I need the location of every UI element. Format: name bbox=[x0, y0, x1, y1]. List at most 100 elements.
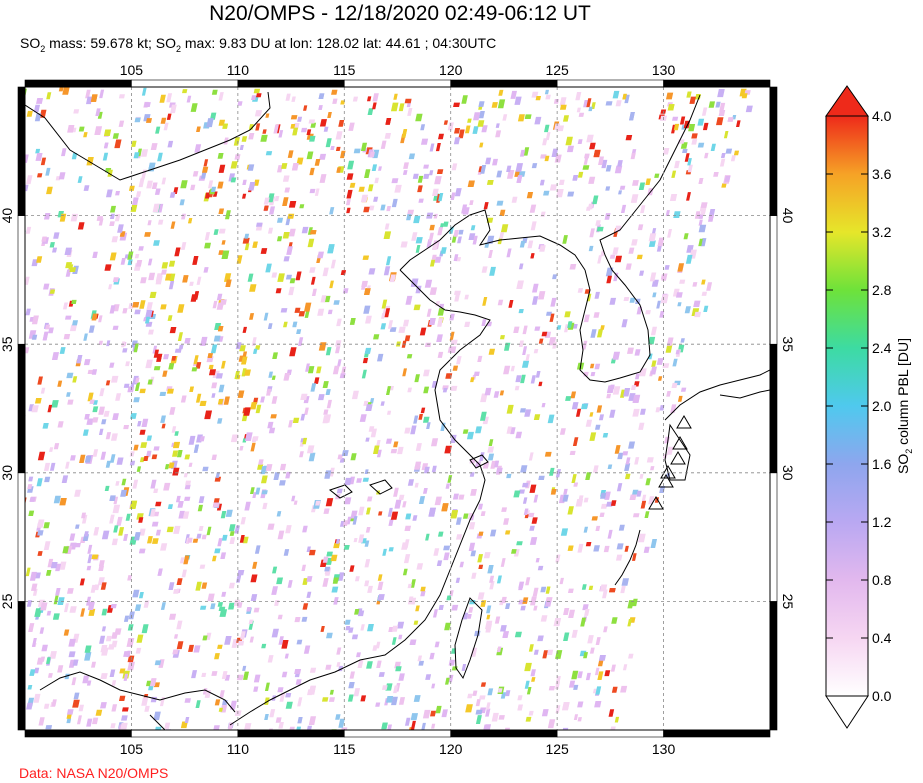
so2-pixel bbox=[366, 96, 372, 102]
so2-pixel bbox=[472, 690, 478, 696]
so2-pixel bbox=[112, 325, 119, 330]
so2-pixel bbox=[698, 213, 704, 219]
so2-pixel bbox=[249, 487, 255, 494]
so2-pixel bbox=[459, 561, 465, 568]
so2-pixel bbox=[191, 670, 198, 679]
lon-tick-label: 125 bbox=[545, 741, 569, 757]
so2-pixel bbox=[264, 682, 270, 691]
so2-pixel bbox=[349, 318, 356, 325]
so2-pixel bbox=[643, 546, 650, 553]
frame-segment bbox=[24, 729, 132, 738]
so2-pixel bbox=[373, 334, 380, 340]
so2-pixel bbox=[551, 148, 559, 158]
so2-pixel bbox=[101, 608, 108, 616]
so2-pixel bbox=[487, 565, 494, 574]
so2-pixel bbox=[589, 142, 596, 150]
so2-pixel bbox=[211, 382, 218, 389]
so2-pixel bbox=[221, 240, 226, 245]
so2-pixel bbox=[76, 715, 82, 725]
so2-pixel bbox=[321, 697, 329, 702]
so2-pixel bbox=[45, 725, 53, 730]
so2-pixel bbox=[66, 392, 71, 397]
so2-pixel bbox=[28, 623, 35, 632]
so2-pixel bbox=[423, 466, 430, 474]
so2-pixel bbox=[151, 521, 159, 527]
so2-pixel bbox=[306, 576, 313, 582]
so2-pixel bbox=[606, 385, 615, 393]
so2-pixel bbox=[538, 381, 543, 387]
so2-pixel bbox=[138, 178, 145, 188]
so2-pixel bbox=[595, 637, 601, 645]
so2-pixel bbox=[155, 501, 162, 507]
so2-pixel bbox=[622, 93, 627, 100]
so2-pixel bbox=[431, 723, 436, 729]
so2-pixel bbox=[425, 533, 430, 541]
so2-pixel bbox=[42, 331, 49, 341]
so2-pixel bbox=[69, 324, 77, 332]
so2-pixel bbox=[597, 659, 604, 667]
so2-pixel bbox=[188, 218, 193, 224]
so2-pixel bbox=[268, 371, 274, 378]
so2-pixel bbox=[375, 702, 381, 707]
so2-pixel bbox=[436, 169, 444, 175]
so2-pixel bbox=[420, 124, 426, 131]
so2-pixel bbox=[344, 619, 351, 625]
so2-pixel bbox=[680, 142, 688, 149]
so2-pixel bbox=[451, 235, 457, 243]
so2-pixel bbox=[360, 695, 367, 702]
so2-pixel bbox=[591, 516, 598, 521]
so2-pixel bbox=[592, 465, 599, 473]
so2-pixel bbox=[94, 126, 103, 136]
frame-segment bbox=[769, 215, 778, 345]
so2-pixel bbox=[145, 310, 153, 318]
so2-pixel bbox=[524, 114, 532, 120]
so2-pixel bbox=[502, 631, 509, 639]
so2-pixel bbox=[665, 92, 674, 100]
so2-pixel bbox=[644, 511, 650, 519]
so2-pixel bbox=[199, 400, 207, 406]
so2-pixel bbox=[173, 525, 181, 534]
so2-pixel bbox=[533, 414, 541, 421]
so2-pixel bbox=[242, 326, 248, 333]
so2-pixel bbox=[371, 164, 378, 171]
so2-pixel bbox=[290, 115, 298, 120]
so2-pixel bbox=[344, 477, 352, 486]
so2-pixel bbox=[402, 170, 408, 175]
so2-pixel bbox=[386, 206, 392, 212]
so2-pixel bbox=[495, 123, 500, 128]
so2-pixel bbox=[391, 198, 398, 208]
so2-pixel bbox=[363, 288, 371, 295]
so2-pixel bbox=[201, 672, 207, 678]
so2-pixel bbox=[6, 484, 11, 492]
so2-pixel bbox=[182, 511, 190, 519]
so2-pixel bbox=[0, 645, 2, 652]
so2-pixel bbox=[640, 500, 647, 509]
so2-pixel bbox=[110, 723, 116, 729]
so2-pixel bbox=[246, 607, 252, 612]
so2-pixel bbox=[131, 140, 137, 147]
so2-pixel bbox=[482, 297, 488, 306]
so2-pixel bbox=[398, 494, 405, 500]
lon-tick-label: 105 bbox=[120, 741, 144, 757]
so2-pixel bbox=[594, 667, 600, 676]
so2-pixel bbox=[248, 182, 256, 191]
so2-pixel bbox=[380, 204, 386, 211]
so2-pixel bbox=[502, 114, 508, 121]
so2-pixel bbox=[299, 451, 304, 458]
so2-pixel bbox=[0, 537, 3, 543]
so2-pixel bbox=[517, 695, 523, 701]
so2-pixel bbox=[501, 507, 508, 512]
so2-pixel bbox=[146, 536, 153, 544]
so2-pixel bbox=[464, 294, 469, 300]
so2-pixel bbox=[530, 375, 536, 384]
so2-pixel bbox=[36, 478, 43, 487]
so2-pixel bbox=[219, 690, 225, 698]
so2-pixel bbox=[112, 504, 121, 514]
so2-pixel bbox=[466, 431, 474, 440]
so2-pixel bbox=[160, 117, 167, 124]
so2-pixel bbox=[659, 311, 665, 318]
so2-pixel bbox=[545, 597, 553, 602]
so2-pixel bbox=[239, 145, 244, 150]
so2-pixel bbox=[309, 667, 317, 673]
so2-pixel bbox=[225, 210, 231, 220]
